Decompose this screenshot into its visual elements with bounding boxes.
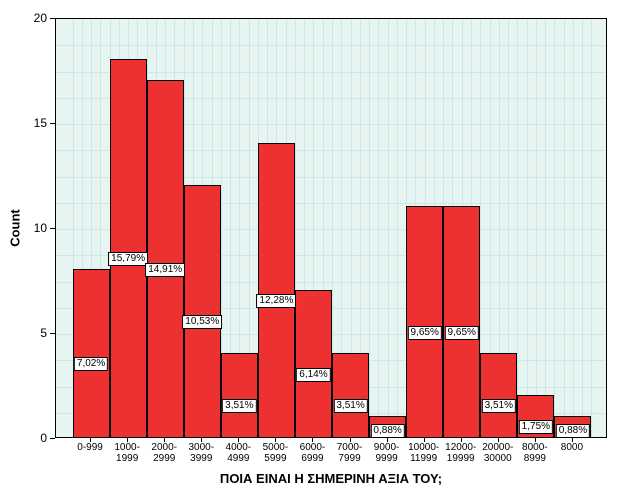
bar-pct-label: 0,88% <box>370 424 404 438</box>
bar <box>295 290 332 437</box>
bar-pct-label: 3,51% <box>333 399 367 413</box>
x-tick-label: 2000-2999 <box>151 442 177 464</box>
bar-pct-label: 12,28% <box>256 294 296 308</box>
y-tick-label: 20 <box>34 11 47 25</box>
bar-pct-label: 6,14% <box>296 368 330 382</box>
bar-pct-label: 9,65% <box>407 326 441 340</box>
bar <box>184 185 221 437</box>
y-tick-label: 15 <box>34 116 47 130</box>
x-axis-title: ΠΟΙΑ ΕΙΝΑΙ Η ΣΗΜΕΡΙΝΗ ΑΞΙΑ ΤΟΥ; <box>220 471 442 486</box>
y-tick-label: 0 <box>40 431 47 445</box>
x-tick-label: 9000-9999 <box>374 442 400 464</box>
plot-area: 7,02% 15,79%14,91% 10,53% 3,51% 12,28% 6,14% 3… <box>55 18 607 438</box>
x-tick-label: 7000-7999 <box>337 442 363 464</box>
x-tick-label: 8000 <box>561 442 583 453</box>
chart-container: 7,02% 15,79%14,91% 10,53% 3,51% 12,28% 6,14% 3… <box>0 0 626 501</box>
bar <box>480 353 517 437</box>
bar <box>73 269 110 437</box>
bar-pct-label: 0,88% <box>556 424 590 438</box>
bar <box>147 80 184 437</box>
y-tick-label: 10 <box>34 221 47 235</box>
bar <box>406 206 443 437</box>
bar-pct-label: 9,65% <box>445 326 479 340</box>
bar-pct-label: 7,02% <box>74 357 108 371</box>
y-axis-title: Count <box>8 209 23 247</box>
x-tick-label: 12000-19999 <box>445 442 476 464</box>
bar-pct-label: 15,79% <box>108 252 148 266</box>
x-tick-label: 4000-4999 <box>226 442 252 464</box>
bar-pct-label: 1,75% <box>519 420 553 434</box>
x-tick-label: 8000-8999 <box>522 442 548 464</box>
bar <box>332 353 369 437</box>
x-tick-label: 6000-6999 <box>300 442 326 464</box>
bar <box>221 353 258 437</box>
x-tick-label: 1000-1999 <box>114 442 140 464</box>
bar-pct-label: 3,51% <box>222 399 256 413</box>
y-tick-label: 5 <box>40 326 47 340</box>
x-tick-label: 10000-11999 <box>408 442 439 464</box>
x-tick-label: 5000-5999 <box>263 442 289 464</box>
x-tick-label: 0-999 <box>77 442 103 453</box>
bar-pct-label: 14,91% <box>145 263 185 277</box>
x-tick-label: 20000-30000 <box>482 442 513 464</box>
x-tick-label: 3000-3999 <box>188 442 214 464</box>
bar-pct-label: 10,53% <box>182 315 222 329</box>
bar-pct-label: 3,51% <box>482 399 516 413</box>
bar <box>443 206 480 437</box>
bar <box>258 143 295 437</box>
bar <box>110 59 147 437</box>
